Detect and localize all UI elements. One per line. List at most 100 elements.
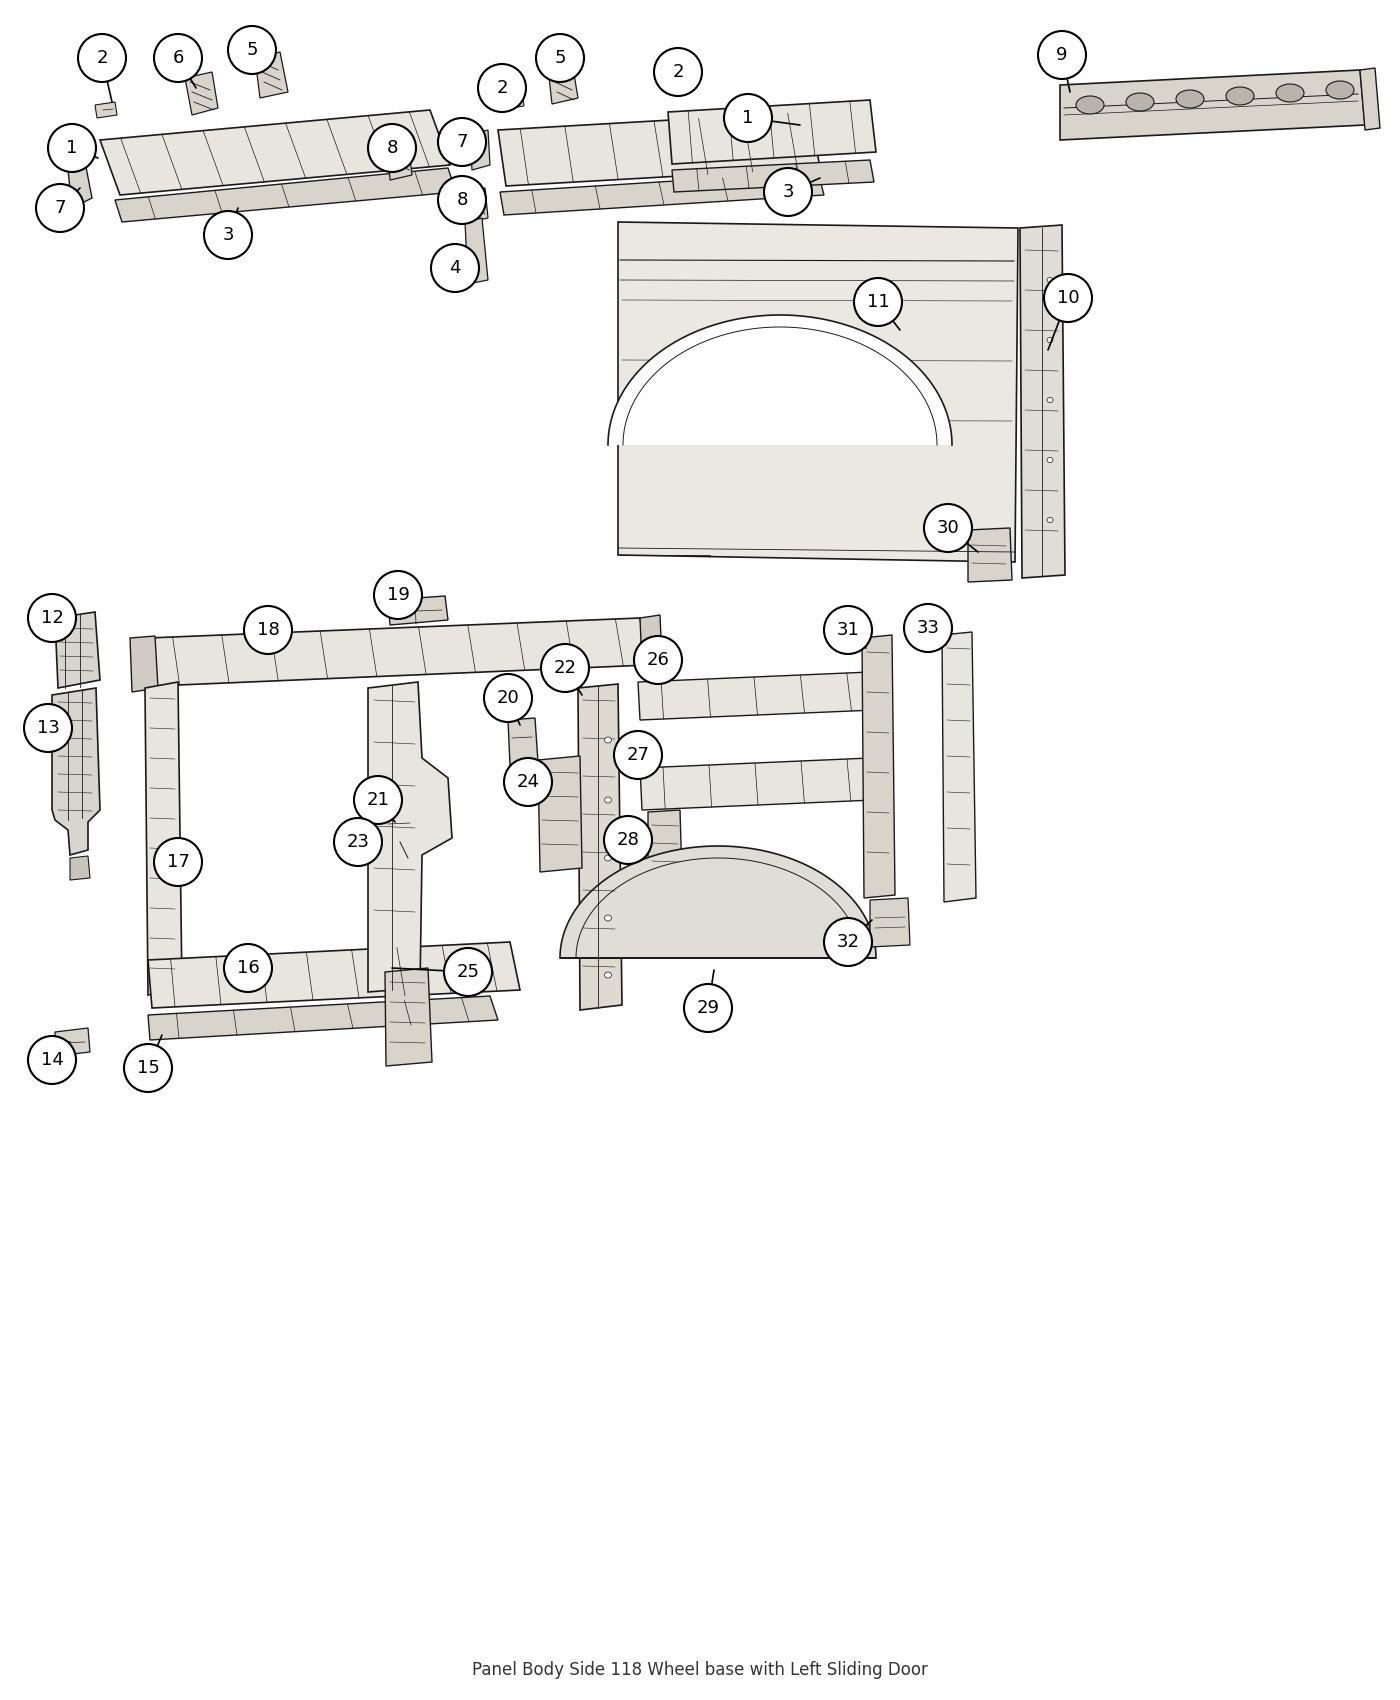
Ellipse shape (1047, 277, 1053, 282)
Polygon shape (146, 682, 182, 994)
Text: 1: 1 (66, 139, 77, 156)
Text: 7: 7 (55, 199, 66, 218)
Text: Panel Body Side 118 Wheel base with Left Sliding Door: Panel Body Side 118 Wheel base with Left… (472, 1661, 928, 1680)
Circle shape (825, 605, 872, 654)
Polygon shape (638, 672, 875, 721)
Circle shape (368, 124, 416, 172)
Polygon shape (560, 847, 876, 959)
Circle shape (477, 65, 526, 112)
Circle shape (204, 211, 252, 258)
Ellipse shape (1326, 82, 1354, 99)
Circle shape (634, 636, 682, 683)
Circle shape (685, 984, 732, 1032)
Text: 11: 11 (867, 292, 889, 311)
Circle shape (444, 949, 491, 996)
Circle shape (224, 944, 272, 993)
Text: 9: 9 (1056, 46, 1068, 65)
Ellipse shape (605, 738, 612, 743)
Circle shape (431, 245, 479, 292)
Polygon shape (967, 529, 1012, 581)
Ellipse shape (1176, 90, 1204, 109)
Text: 21: 21 (367, 790, 389, 809)
Polygon shape (1359, 68, 1380, 129)
Polygon shape (368, 682, 452, 993)
Polygon shape (255, 53, 288, 99)
Text: 13: 13 (36, 719, 59, 738)
Polygon shape (648, 809, 682, 881)
Polygon shape (388, 143, 412, 180)
Text: 6: 6 (172, 49, 183, 66)
Polygon shape (388, 597, 448, 626)
Text: 14: 14 (41, 1051, 63, 1069)
Text: 17: 17 (167, 853, 189, 870)
Text: 5: 5 (554, 49, 566, 66)
Text: 15: 15 (137, 1059, 160, 1078)
Polygon shape (640, 758, 874, 809)
Circle shape (615, 731, 662, 779)
Polygon shape (640, 615, 662, 666)
Circle shape (924, 503, 972, 552)
Circle shape (28, 1035, 76, 1085)
Circle shape (825, 918, 872, 966)
Ellipse shape (1047, 457, 1053, 462)
Circle shape (154, 34, 202, 82)
Polygon shape (578, 683, 622, 1010)
Circle shape (536, 34, 584, 82)
Polygon shape (148, 942, 519, 1008)
Text: 30: 30 (937, 518, 959, 537)
Text: 31: 31 (837, 620, 860, 639)
Ellipse shape (1077, 95, 1105, 114)
Text: 3: 3 (223, 226, 234, 245)
Circle shape (438, 177, 486, 224)
Polygon shape (385, 967, 433, 1066)
Circle shape (244, 605, 293, 654)
Polygon shape (468, 189, 489, 223)
Circle shape (24, 704, 71, 751)
Ellipse shape (605, 915, 612, 921)
Text: 33: 33 (917, 619, 939, 638)
Polygon shape (70, 857, 90, 881)
Text: 22: 22 (553, 660, 577, 677)
Polygon shape (1060, 70, 1365, 139)
Polygon shape (608, 314, 952, 445)
Polygon shape (1021, 224, 1065, 578)
Polygon shape (115, 168, 456, 223)
Text: 3: 3 (783, 184, 794, 201)
Text: 1: 1 (742, 109, 753, 127)
Ellipse shape (1047, 338, 1053, 342)
Polygon shape (185, 71, 218, 116)
Polygon shape (942, 632, 976, 903)
Polygon shape (671, 75, 692, 94)
Polygon shape (508, 717, 538, 765)
Ellipse shape (605, 972, 612, 977)
Ellipse shape (1047, 398, 1053, 403)
Text: 8: 8 (456, 190, 468, 209)
Ellipse shape (605, 797, 612, 802)
Text: 28: 28 (616, 831, 640, 848)
Polygon shape (869, 898, 910, 947)
Text: 26: 26 (647, 651, 669, 670)
Text: 2: 2 (97, 49, 108, 66)
Circle shape (1037, 31, 1086, 78)
Circle shape (654, 48, 701, 95)
Circle shape (504, 758, 552, 806)
Circle shape (603, 816, 652, 864)
Circle shape (36, 184, 84, 231)
Circle shape (724, 94, 771, 143)
Polygon shape (617, 223, 1018, 563)
Circle shape (125, 1044, 172, 1091)
Polygon shape (538, 756, 582, 872)
Text: 2: 2 (496, 78, 508, 97)
Polygon shape (862, 636, 895, 898)
Polygon shape (95, 102, 118, 117)
Polygon shape (55, 1028, 90, 1056)
Ellipse shape (1047, 517, 1053, 522)
Circle shape (228, 26, 276, 75)
Polygon shape (668, 100, 876, 163)
Circle shape (438, 117, 486, 167)
Ellipse shape (1226, 87, 1254, 105)
Polygon shape (52, 688, 99, 855)
Polygon shape (148, 996, 498, 1040)
Text: 16: 16 (237, 959, 259, 978)
Polygon shape (470, 129, 490, 170)
